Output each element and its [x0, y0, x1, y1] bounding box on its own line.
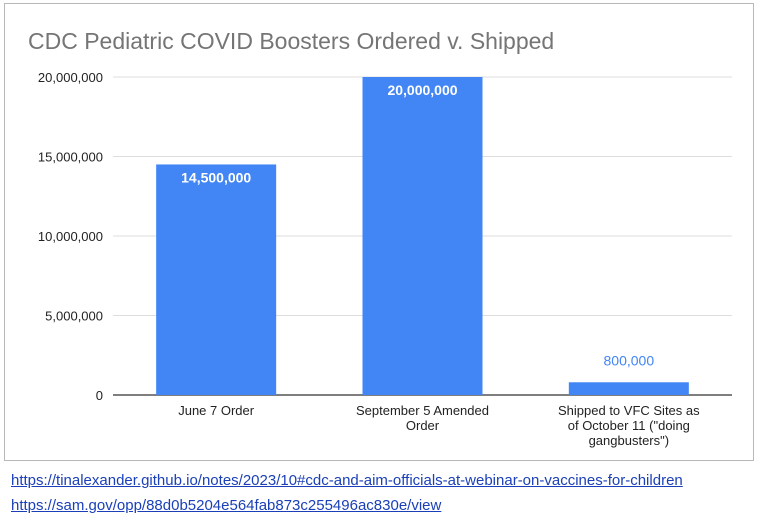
bar: [362, 77, 483, 395]
y-tick-label: 5,000,000: [45, 309, 103, 324]
source-links: https://tinalexander.github.io/notes/202…: [11, 468, 759, 518]
data-label: 20,000,000: [387, 82, 457, 98]
y-tick-label: 20,000,000: [38, 70, 103, 85]
y-tick-label: 15,000,000: [38, 150, 103, 165]
bar-chart: CDC Pediatric COVID Boosters Ordered v. …: [28, 28, 732, 448]
y-tick-label: 0: [96, 388, 103, 403]
bar: [568, 382, 689, 395]
data-label: 800,000: [604, 352, 655, 368]
source-link-tinalexander[interactable]: https://tinalexander.github.io/notes/202…: [11, 472, 683, 489]
source-link-sam-gov[interactable]: https://sam.gov/opp/88d0b5204e564fab873c…: [11, 497, 442, 514]
x-tick-label: September 5 Amended Order: [356, 403, 489, 433]
x-tick-label: Shipped to VFC Sites as of October 11 ("d…: [558, 403, 700, 448]
x-tick-label: June 7 Order: [178, 403, 255, 418]
data-label: 14,500,000: [181, 169, 251, 185]
bar: [156, 164, 277, 395]
y-tick-label: 10,000,000: [38, 229, 103, 244]
chart-title: CDC Pediatric COVID Boosters Ordered v. …: [28, 28, 554, 54]
